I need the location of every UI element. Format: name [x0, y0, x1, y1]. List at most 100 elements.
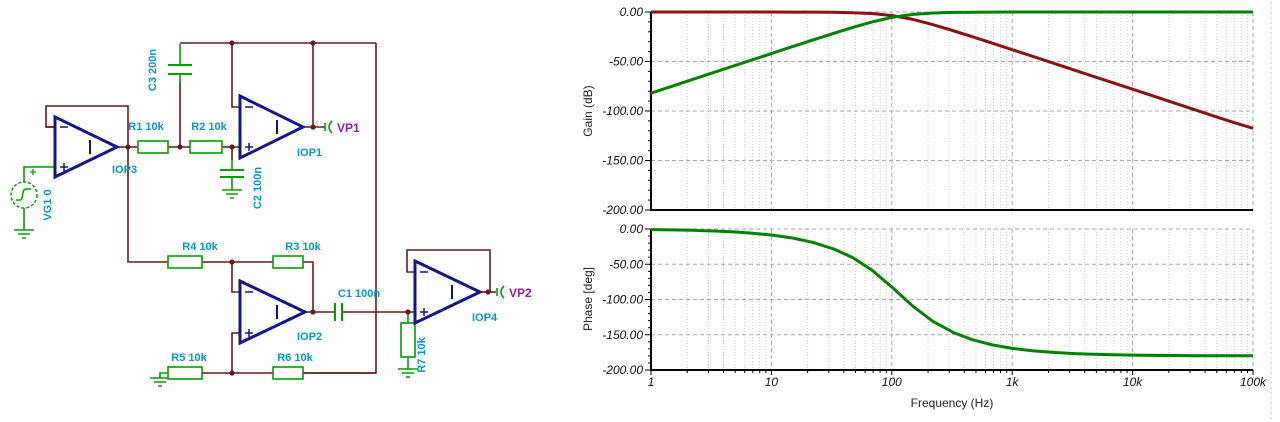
curve-vp1[interactable]	[651, 10, 1254, 130]
y-tick-label: -200.00	[602, 203, 643, 217]
x-tick-label: 100	[882, 375, 902, 389]
iop2-plus-marker	[245, 329, 253, 337]
iop3-plus-marker	[60, 163, 68, 171]
gain-axis-title: Gain (dB)	[581, 85, 595, 136]
opamp-iop4[interactable]: IOP4	[413, 258, 498, 326]
r7-label: R7 10k	[416, 336, 428, 372]
iop1-label: IOP1	[297, 147, 322, 159]
resistor-r5[interactable]: R5 10k	[167, 352, 208, 380]
schematic: VG1 0 R1 10k R2 10k R4 10k	[10, 40, 532, 387]
wire-net	[45, 42, 496, 374]
r3-label: R3 10k	[285, 241, 321, 253]
probe-vp1[interactable]: VP1	[324, 120, 360, 135]
wire-r3-right	[303, 261, 314, 312]
resistors: R1 10k R2 10k R4 10k R3 10k R5 10k R6 10…	[128, 121, 428, 380]
vp2-label: VP2	[509, 286, 532, 300]
iop3-label: IOP3	[112, 164, 137, 176]
y-tick-label: -50.00	[609, 55, 643, 69]
c1-plates	[334, 303, 343, 321]
r7-body	[400, 322, 416, 358]
vg1-body	[10, 181, 38, 209]
vp1-label: VP1	[337, 121, 360, 135]
opamp-iop1[interactable]: IOP1	[238, 93, 322, 161]
component-leads	[23, 44, 409, 378]
probes: VP1 VP2	[324, 120, 532, 300]
ground-icon	[150, 377, 170, 387]
c1-label: C1 100n	[338, 288, 380, 300]
r1-body	[137, 140, 169, 154]
y-tick-label: -100.00	[602, 104, 643, 118]
frequency-axis-title: Frequency (Hz)	[911, 396, 994, 410]
wire-iop2-minus	[231, 262, 240, 293]
r4-body	[167, 255, 203, 269]
c3-plates	[168, 64, 192, 75]
opamps: IOP3 IOP1 IOP2 IOP4	[53, 93, 498, 346]
r2-body	[189, 140, 223, 154]
r6-body	[272, 366, 304, 380]
phase-bode-chart: 0.00 -50.00 -100.00 -150.00 -200.00 1 10 100 1k 1…	[602, 222, 1267, 389]
vg1-plus-sign	[30, 169, 36, 175]
phase-axis-title: Phase [deg]	[581, 267, 595, 331]
x-tick-label: 10	[765, 375, 779, 389]
y-tick-label: -50.00	[609, 257, 643, 271]
ground-symbols	[14, 189, 418, 387]
c3-label: C3 200n	[147, 49, 159, 91]
iop2-label: IOP2	[297, 331, 322, 343]
x-tick-label: 10k	[1123, 375, 1143, 389]
wire-right-rail	[303, 43, 377, 374]
y-tick-label: 0.00	[620, 222, 644, 236]
capacitor-c3[interactable]: C3 200n	[147, 49, 192, 91]
probe-vp2[interactable]: VP2	[496, 285, 532, 300]
opamp-iop3[interactable]: IOP3	[53, 114, 137, 180]
r3-body	[272, 255, 304, 269]
r2-label: R2 10k	[191, 121, 227, 133]
iop1-plus-marker	[245, 143, 253, 151]
y-tick-label: -150.00	[602, 154, 643, 168]
vp1-pin-icon	[324, 120, 333, 134]
wire-iop2-plus	[231, 332, 240, 373]
ground-icon	[222, 189, 242, 199]
x-tick-label: 1k	[1006, 375, 1020, 389]
r5-label: R5 10k	[171, 352, 207, 364]
y-tick-label: -200.00	[602, 363, 643, 377]
r1-label: R1 10k	[128, 121, 164, 133]
x-tick-label: 1	[648, 375, 655, 389]
capacitors: C3 200n C2 100n C1 100n	[147, 49, 380, 321]
x-tick-label: 100k	[1240, 375, 1267, 389]
resistor-r4[interactable]: R4 10k	[167, 241, 219, 269]
capacitor-c2[interactable]: C2 100n	[220, 167, 264, 209]
curve-vp2[interactable]	[650, 10, 1253, 95]
wire-iop4-feedback	[406, 249, 491, 292]
gain-bode-chart: 0.00 -50.00 -100.00 -150.00 -200.00	[602, 5, 1254, 217]
resistor-r1[interactable]: R1 10k	[128, 121, 169, 154]
lead-r5-gnd	[159, 372, 168, 378]
ground-icon	[14, 229, 34, 239]
vg1-step-waveform-icon	[16, 188, 31, 201]
iop4-label: IOP4	[472, 312, 498, 324]
resistor-r6[interactable]: R6 10k	[272, 352, 314, 380]
r5-body	[167, 366, 203, 380]
resistor-r7[interactable]: R7 10k	[400, 322, 428, 373]
lead-vg1-to-iop3	[23, 166, 55, 182]
curve-phase[interactable]	[650, 228, 1253, 358]
wire-left-drop	[127, 147, 168, 263]
capacitor-c1[interactable]: C1 100n	[334, 288, 380, 321]
vg1-label: VG1 0	[42, 189, 54, 220]
y-tick-label: 0.00	[620, 5, 644, 19]
iop3-triangle	[53, 114, 121, 180]
wire-iop1-minus	[231, 43, 240, 108]
vp2-pin-icon	[496, 285, 505, 299]
c2-label: C2 100n	[252, 167, 264, 209]
iop4-plus-marker	[420, 308, 428, 316]
opamp-iop2[interactable]: IOP2	[238, 278, 322, 346]
junction-dots	[125, 40, 491, 376]
resistor-r3[interactable]: R3 10k	[272, 241, 322, 269]
r6-label: R6 10k	[277, 352, 313, 364]
r4-label: R4 10k	[182, 241, 218, 253]
iop1-triangle	[238, 93, 307, 161]
y-tick-label: -100.00	[602, 293, 643, 307]
voltage-source-vg1[interactable]: VG1 0	[10, 169, 54, 221]
resistor-r2[interactable]: R2 10k	[189, 121, 228, 154]
y-tick-label: -150.00	[602, 328, 643, 342]
